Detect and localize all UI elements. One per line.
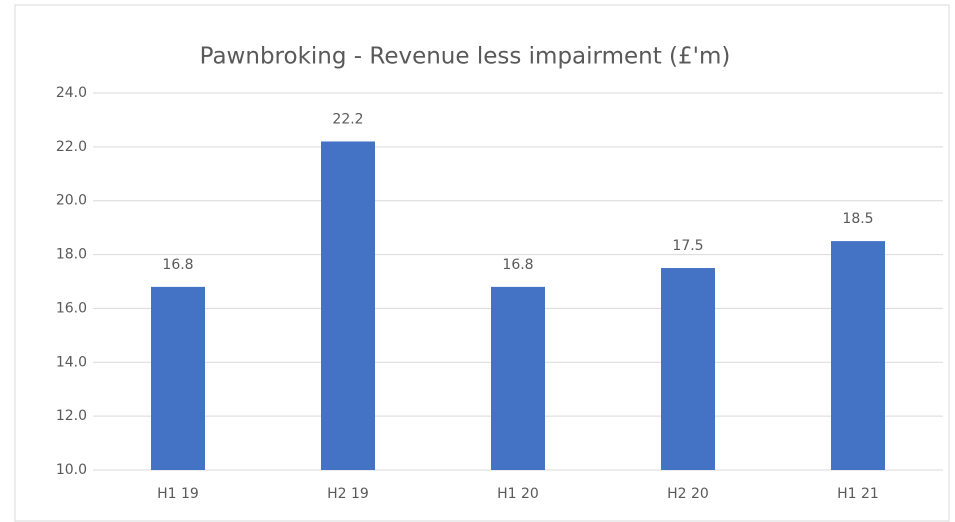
- x-tick-label: H2 20: [667, 486, 709, 502]
- data-label: 16.8: [162, 257, 193, 273]
- y-tick-label: 12.0: [56, 408, 87, 424]
- bar: [831, 241, 885, 470]
- x-tick-label: H2 19: [327, 486, 369, 502]
- bar: [151, 286, 205, 470]
- bar: [491, 286, 545, 470]
- x-tick-label: H1 20: [497, 486, 539, 502]
- y-tick-label: 16.0: [56, 300, 87, 316]
- y-tick-label: 18.0: [56, 247, 87, 263]
- bar: [321, 141, 375, 470]
- bar: [661, 268, 715, 470]
- chart-title: Pawnbroking - Revenue less impairment (£…: [200, 44, 731, 70]
- data-label: 18.5: [842, 211, 873, 227]
- y-tick-label: 10.0: [56, 462, 87, 478]
- y-tick-label: 20.0: [56, 193, 87, 209]
- data-label: 22.2: [332, 111, 363, 127]
- data-label: 16.8: [502, 257, 533, 273]
- y-tick-label: 22.0: [56, 139, 87, 155]
- y-tick-label: 14.0: [56, 354, 87, 370]
- x-tick-label: H1 19: [157, 486, 199, 502]
- y-tick-label: 24.0: [56, 85, 87, 101]
- data-label: 17.5: [672, 238, 703, 254]
- x-tick-label: H1 21: [837, 486, 879, 502]
